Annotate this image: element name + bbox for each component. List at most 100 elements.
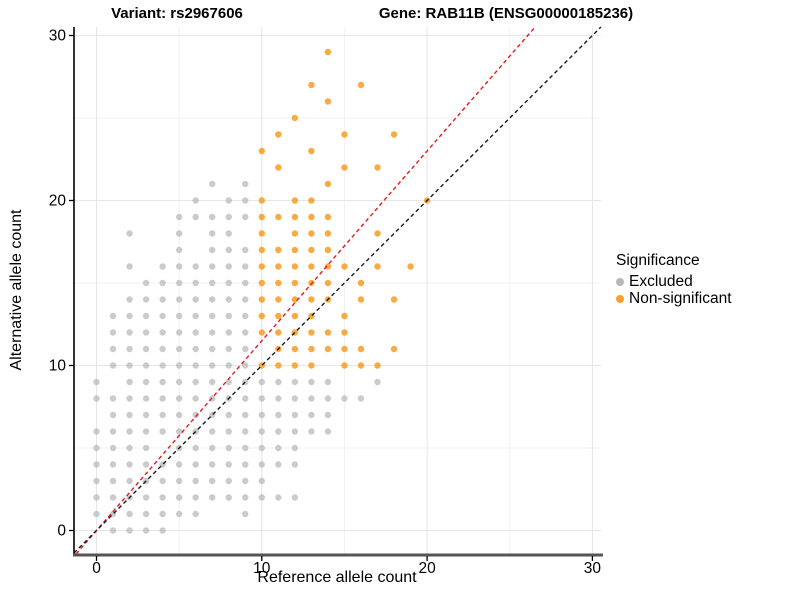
data-point-excluded — [126, 263, 133, 270]
data-point-excluded — [142, 378, 150, 386]
data-point-nonsignificant — [357, 81, 365, 89]
data-point-excluded — [209, 428, 216, 435]
data-point-excluded — [109, 312, 117, 320]
data-point-excluded — [126, 461, 133, 468]
data-point-excluded — [275, 395, 282, 402]
data-point-excluded — [242, 312, 249, 320]
data-point-excluded — [275, 411, 282, 419]
data-point-nonsignificant — [374, 164, 381, 171]
data-point-nonsignificant — [324, 230, 332, 237]
data-point-excluded — [192, 411, 199, 419]
data-point-excluded — [209, 494, 216, 501]
data-point-excluded — [341, 395, 348, 402]
data-point-nonsignificant — [291, 263, 299, 270]
data-point-nonsignificant — [374, 362, 381, 369]
data-point-excluded — [225, 263, 232, 270]
data-point-excluded — [225, 362, 232, 369]
data-point-nonsignificant — [275, 312, 282, 320]
data-point-excluded — [209, 378, 216, 386]
data-point-excluded — [258, 494, 265, 501]
data-point-excluded — [258, 428, 265, 435]
x-tick-label: 10 — [253, 560, 271, 577]
y-tick-label: 20 — [49, 193, 67, 210]
data-point-excluded — [159, 527, 166, 534]
data-point-excluded — [175, 263, 183, 270]
data-point-excluded — [192, 329, 199, 336]
data-point-excluded — [109, 345, 117, 353]
variant-title: Variant: rs2967606 — [111, 5, 243, 22]
data-point-excluded — [175, 329, 183, 336]
data-point-excluded — [192, 279, 199, 287]
data-point-nonsignificant — [324, 213, 332, 221]
data-point-excluded — [242, 428, 249, 435]
data-point-excluded — [93, 461, 100, 468]
data-point-nonsignificant — [357, 296, 365, 303]
data-point-excluded — [225, 197, 232, 204]
data-point-nonsignificant — [308, 81, 315, 89]
data-point-excluded — [209, 279, 216, 287]
data-point-excluded — [93, 395, 100, 402]
data-point-excluded — [175, 477, 183, 485]
data-point-excluded — [242, 296, 249, 303]
data-point-excluded — [142, 444, 150, 452]
data-point-excluded — [225, 494, 232, 501]
data-point-excluded — [159, 329, 166, 336]
data-point-excluded — [308, 395, 315, 402]
data-point-excluded — [192, 345, 199, 353]
data-point-excluded — [159, 477, 166, 485]
data-point-excluded — [242, 246, 249, 254]
data-point-excluded — [175, 246, 183, 254]
data-point-nonsignificant — [291, 230, 299, 237]
data-point-nonsignificant — [291, 296, 299, 303]
data-point-excluded — [242, 197, 249, 204]
data-point-nonsignificant — [308, 345, 315, 353]
data-point-nonsignificant — [258, 296, 265, 303]
data-point-excluded — [209, 362, 216, 369]
data-point-excluded — [209, 461, 216, 468]
data-point-excluded — [242, 362, 249, 369]
data-point-nonsignificant — [357, 362, 365, 369]
data-point-excluded — [159, 263, 166, 270]
data-point-excluded — [225, 230, 232, 237]
data-point-excluded — [126, 510, 133, 518]
data-point-excluded — [109, 461, 117, 468]
data-point-excluded — [142, 395, 150, 402]
data-point-excluded — [109, 362, 117, 369]
data-point-excluded — [291, 428, 299, 435]
data-point-nonsignificant — [390, 296, 398, 303]
data-point-excluded — [258, 477, 265, 485]
data-point-excluded — [126, 477, 133, 485]
data-point-nonsignificant — [357, 345, 365, 353]
data-point-nonsignificant — [258, 279, 265, 287]
data-point-excluded — [209, 296, 216, 303]
data-point-nonsignificant — [308, 263, 315, 270]
data-point-excluded — [175, 296, 183, 303]
data-point-excluded — [209, 477, 216, 485]
legend-item-label: Excluded — [629, 273, 693, 290]
data-point-excluded — [308, 428, 315, 435]
data-point-nonsignificant — [258, 197, 265, 204]
data-point-nonsignificant — [324, 48, 332, 56]
data-point-excluded — [209, 230, 216, 237]
data-point-excluded — [159, 510, 166, 518]
data-point-excluded — [324, 378, 332, 386]
data-point-excluded — [175, 312, 183, 320]
data-point-excluded — [242, 395, 249, 402]
data-point-nonsignificant — [390, 345, 398, 353]
data-point-excluded — [275, 461, 282, 468]
data-point-excluded — [93, 444, 100, 452]
data-point-nonsignificant — [308, 230, 315, 237]
data-point-excluded — [209, 263, 216, 270]
data-point-nonsignificant — [341, 362, 348, 369]
data-point-nonsignificant — [308, 147, 315, 155]
data-point-excluded — [159, 494, 166, 501]
ratio-line — [75, 26, 536, 555]
data-point-nonsignificant — [308, 329, 315, 336]
data-point-nonsignificant — [275, 213, 282, 221]
data-point-excluded — [126, 411, 133, 419]
data-point-excluded — [142, 362, 150, 369]
data-point-excluded — [225, 378, 232, 386]
data-point-excluded — [308, 378, 315, 386]
data-point-excluded — [242, 494, 249, 501]
